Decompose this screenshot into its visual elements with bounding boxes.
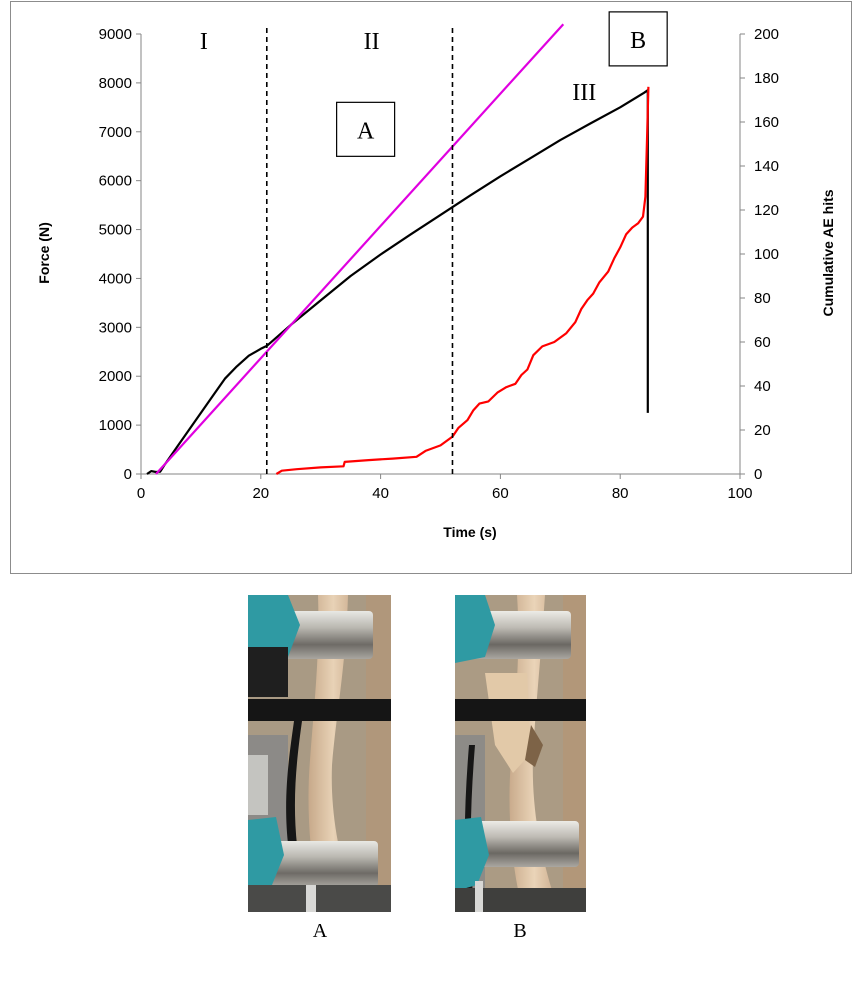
series-line-0: [146, 89, 649, 475]
photo-a-image: [248, 595, 391, 912]
photo-a: [248, 595, 391, 912]
left-tick-label: 9000: [99, 26, 132, 43]
left-tick-label: 4000: [99, 270, 132, 287]
right-tick-label: 180: [754, 70, 779, 87]
left-tick-label: 0: [124, 466, 132, 483]
left-tick-label: 3000: [99, 319, 132, 336]
left-tick-label: 8000: [99, 75, 132, 92]
right-tick-label: 80: [754, 290, 771, 307]
left-tick-label: 1000: [99, 417, 132, 434]
series-line-1: [155, 23, 565, 475]
photo-b-caption: B: [513, 920, 527, 942]
photo-b-image: [455, 595, 586, 912]
left-tick-label: 5000: [99, 222, 132, 239]
x-tick-label: 20: [252, 485, 269, 502]
x-tick-label: 60: [492, 485, 509, 502]
box-label: B: [630, 28, 646, 54]
x-tick-label: 100: [727, 485, 752, 502]
box-label-frame: [608, 11, 668, 67]
right-tick-label: 160: [754, 114, 779, 131]
box-label: A: [357, 118, 375, 144]
x-tick-label: 0: [137, 485, 145, 502]
series-line-2: [275, 86, 650, 475]
right-tick-label: 60: [754, 334, 771, 351]
right-tick-label: 100: [754, 246, 779, 263]
x-axis-title: Time (s): [443, 524, 496, 540]
right-axis-title: Cumulative AE hits: [820, 189, 836, 316]
box-label-frame: [336, 101, 396, 157]
photo-a-caption: A: [312, 920, 328, 942]
x-tick-label: 40: [372, 485, 389, 502]
right-tick-label: 20: [754, 422, 771, 439]
right-tick-label: 40: [754, 378, 771, 395]
right-tick-label: 200: [754, 26, 779, 43]
photo-b: [455, 595, 586, 912]
right-tick-label: 120: [754, 202, 779, 219]
right-tick-label: 0: [754, 466, 762, 483]
chart-frame: 0 1000 2000 3000 4000 5000 6000 7000 8000 9000 0 20…: [10, 1, 852, 574]
left-tick-label: 6000: [99, 173, 132, 190]
left-axis-title: Force (N): [36, 222, 52, 283]
phase-label: II: [364, 29, 380, 55]
left-tick-label: 7000: [99, 124, 132, 141]
left-tick-label: 2000: [99, 368, 132, 385]
phase-label: I: [200, 29, 208, 55]
force-ae-chart: 0100020003000400050006000700080009000020…: [36, 11, 836, 540]
x-tick-label: 80: [612, 485, 629, 502]
right-tick-label: 140: [754, 158, 779, 175]
phase-label: III: [572, 80, 596, 106]
